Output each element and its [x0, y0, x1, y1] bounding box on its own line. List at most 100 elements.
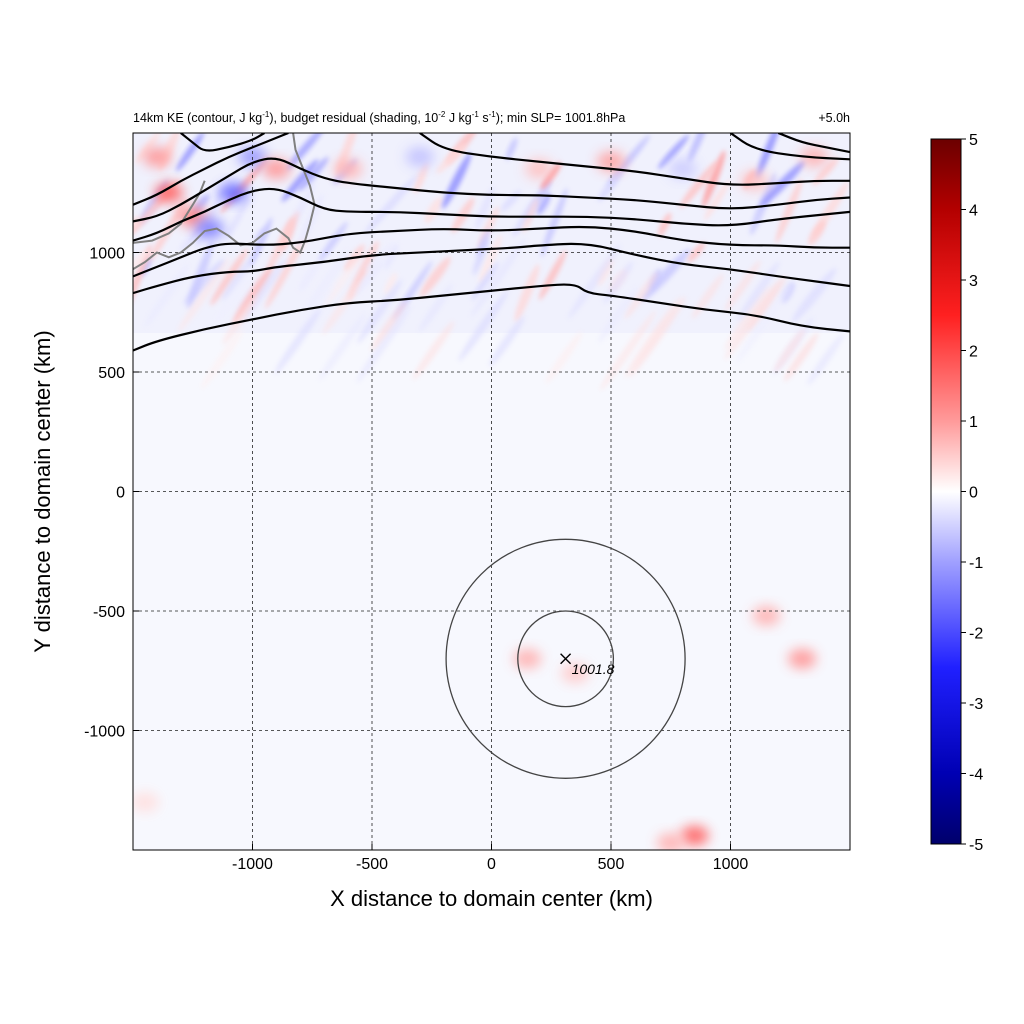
wave-stripe [133, 249, 149, 279]
wave-stripe [200, 328, 244, 389]
shading-blob [142, 146, 171, 167]
y-tick-label: 1000 [89, 246, 125, 263]
wave-stripe [774, 328, 806, 373]
ke-contour-line [133, 242, 850, 295]
ke-contour-line [180, 133, 265, 152]
wave-stripe [412, 321, 455, 380]
wave-stripe [808, 220, 826, 246]
colorbar-ticks: 5 4 3 2 1 0 -1 -2 -3 -4 -5 [961, 132, 983, 854]
wave-stripe [597, 170, 624, 202]
wave-stripe [365, 242, 395, 272]
wave-stripe [536, 192, 551, 216]
wave-stripe [306, 249, 350, 311]
wave-stripe [598, 286, 638, 343]
wave-stripe [540, 162, 562, 190]
wave-stripe [274, 308, 322, 375]
shading-blob [133, 792, 159, 813]
ke-contour-line [133, 225, 850, 278]
wave-stripe [264, 240, 303, 309]
shading-blob [668, 158, 697, 179]
wave-stripe [354, 260, 384, 296]
wave-stripe [538, 250, 567, 300]
wave-stripe [147, 198, 188, 265]
colorbar-tick-label: -2 [969, 626, 983, 643]
ke-contour-line [133, 157, 850, 223]
wave-stripe [419, 256, 451, 297]
colorbar-tick-label: 5 [969, 132, 978, 149]
wave-stripe [545, 331, 583, 384]
colorbar-tick-label: -4 [969, 767, 983, 784]
wave-stripe [413, 162, 429, 194]
shading-blob [262, 158, 291, 179]
wave-stripe [812, 157, 839, 186]
range-circle [445, 538, 686, 779]
ke-contour-line [419, 133, 850, 186]
wave-stripe [221, 256, 254, 301]
shading-blob [680, 825, 709, 846]
ke-contour-line [729, 133, 850, 161]
x-axis-ticks: -1000 -500 0 500 1000 [232, 844, 748, 873]
shading-blob [154, 182, 183, 203]
colorbar-tick-label: 3 [969, 273, 978, 290]
wave-stripe [424, 196, 443, 224]
range-circles [445, 538, 686, 779]
wave-stripe [658, 212, 672, 237]
ke-contours [133, 133, 850, 352]
wave-stripe [370, 301, 407, 352]
wave-stripe [286, 133, 325, 171]
ke-contour-line [777, 133, 850, 154]
wave-stripe [735, 284, 791, 364]
wave-stripe [322, 281, 360, 335]
x-tick-label: 0 [487, 856, 496, 873]
wave-stripe [470, 237, 527, 317]
wave-stripe [478, 234, 503, 284]
wave-stripe [702, 150, 726, 208]
ke-contour-line [133, 283, 850, 352]
wave-stripe [687, 242, 706, 263]
plot-area: 1001.8 [133, 133, 850, 850]
wave-stripe [281, 159, 319, 202]
wave-stripe [175, 133, 205, 172]
y-tick-label: 500 [98, 365, 125, 382]
wave-stripe [458, 290, 509, 362]
wave-stripe [323, 253, 362, 308]
shading-blob [525, 158, 554, 179]
colorbar-tick-label: 0 [969, 485, 978, 502]
shading-blob [219, 182, 248, 203]
colorbar-tick-label: -5 [969, 837, 983, 854]
wave-stripe [441, 152, 472, 209]
shading-blob [597, 151, 625, 172]
wave-stripe [318, 221, 348, 263]
y-tick-label: -1000 [84, 724, 125, 741]
wave-stripe [505, 137, 518, 161]
chart-title: 14km KE (contour, J kg-1), budget residu… [133, 110, 625, 125]
wave-stripe [687, 133, 708, 163]
wave-stripe [471, 261, 500, 301]
wave-stripe [657, 134, 690, 170]
y-tick-label: 0 [116, 485, 125, 502]
colorbar [930, 138, 962, 845]
wave-stripe [384, 243, 399, 270]
time-label: +5.0h [818, 111, 850, 125]
y-axis-label: Y distance to domain center (km) [30, 330, 55, 652]
shading-blobs [133, 146, 829, 850]
wave-stripe [472, 238, 489, 276]
y-tick-label: -500 [93, 604, 125, 621]
wave-stripe [210, 248, 249, 306]
wave-stripe [540, 188, 568, 258]
colorbar-tick-label: 1 [969, 414, 978, 431]
wave-stripe [783, 333, 819, 382]
wave-stripe [522, 198, 539, 233]
wave-stripe [599, 310, 657, 391]
wave-stripe [603, 261, 634, 304]
colorbar-tick-label: -3 [969, 696, 983, 713]
shading-blob [334, 158, 363, 179]
storm-center-label: 1001.8 [572, 661, 615, 677]
wave-stripe [318, 313, 367, 381]
wave-stripe [214, 271, 252, 324]
shading-blob [238, 146, 267, 167]
colorbar-tick-label: 4 [969, 203, 978, 220]
wave-stripe [679, 161, 718, 209]
range-circle [517, 610, 615, 708]
